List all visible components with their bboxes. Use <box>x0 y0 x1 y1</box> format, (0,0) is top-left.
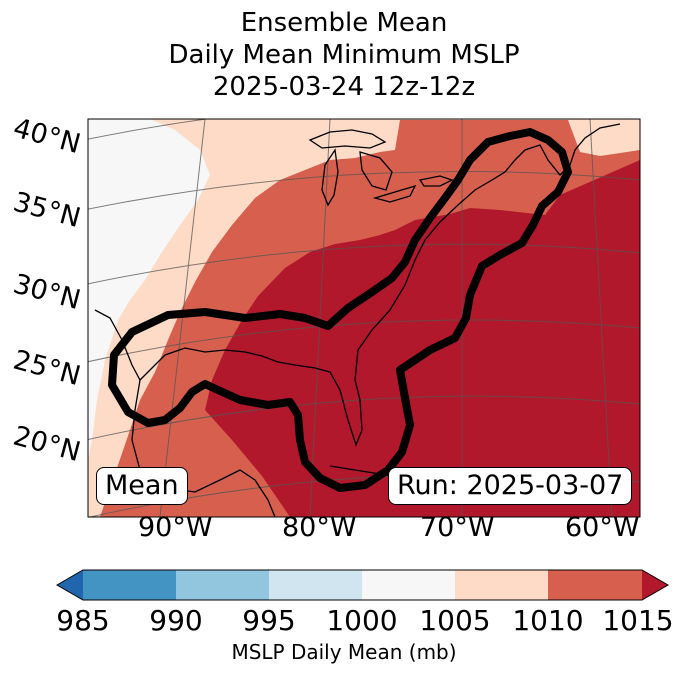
pressure-fill-1005-1010 <box>88 119 640 517</box>
coastline-lake-huron <box>359 151 393 191</box>
colorbar-tick-1005: 1005 <box>419 604 491 637</box>
coastline-lake-ontario <box>418 175 454 187</box>
coastline-lake-erie <box>372 184 417 203</box>
lon-label-60w: 60°W <box>565 512 640 543</box>
meridian-60w <box>589 119 613 517</box>
mean-badge: Mean <box>96 467 188 505</box>
lon-label-80w: 80°W <box>282 512 357 543</box>
map-panel <box>88 119 640 517</box>
map-frame <box>87 118 641 518</box>
colorbar-tick-1010: 1010 <box>512 604 584 637</box>
colorbar-outline <box>55 569 670 601</box>
title-line-2: Daily Mean Minimum MSLP <box>168 40 520 70</box>
colorbar-tick-1000: 1000 <box>326 604 398 637</box>
colorbar-extend-max <box>642 570 668 600</box>
parallel-30n <box>88 243 640 285</box>
colorbar-tick-985: 985 <box>56 604 110 637</box>
colorbar-bin-990-995 <box>176 570 269 600</box>
lon-label-70w: 70°W <box>420 512 495 543</box>
run-date-badge: Run: 2025-03-07 <box>388 467 633 505</box>
colorbar-tick-990: 990 <box>149 604 203 637</box>
colorbar-extend-min <box>57 570 83 600</box>
colorbar <box>55 569 670 601</box>
coastline-lake-michigan <box>321 148 339 207</box>
colorbar-bin-1005-1010 <box>455 570 548 600</box>
parallel-25n <box>88 319 640 363</box>
coastline-lake-superior <box>308 129 387 149</box>
colorbar-bin-1000-1005 <box>362 570 455 600</box>
colorbar-tick-1015: 1015 <box>602 604 674 637</box>
colorbar-bin-985-990 <box>83 570 176 600</box>
coastline-gulf-atlantic <box>94 123 621 447</box>
lon-label-90w: 90°W <box>138 512 213 543</box>
pressure-fill-1000-1005 <box>88 119 210 460</box>
title-line-1: Ensemble Mean <box>240 8 448 38</box>
colorbar-bin-1010-1015 <box>548 570 642 600</box>
parallel-40n <box>88 119 210 140</box>
meridian-90w <box>159 119 206 517</box>
mslp-contour <box>108 128 572 492</box>
colorbar-label: MSLP Daily Mean (mb) <box>231 640 457 664</box>
colorbar-bin-995-1000 <box>269 570 362 600</box>
meridian-80w <box>309 119 331 517</box>
coastline-mexico <box>131 379 276 517</box>
title-line-3: 2025-03-24 12z-12z <box>212 72 476 102</box>
parallel-35n <box>88 170 640 210</box>
graticule <box>88 119 640 517</box>
colorbar-tick-995: 995 <box>242 604 296 637</box>
